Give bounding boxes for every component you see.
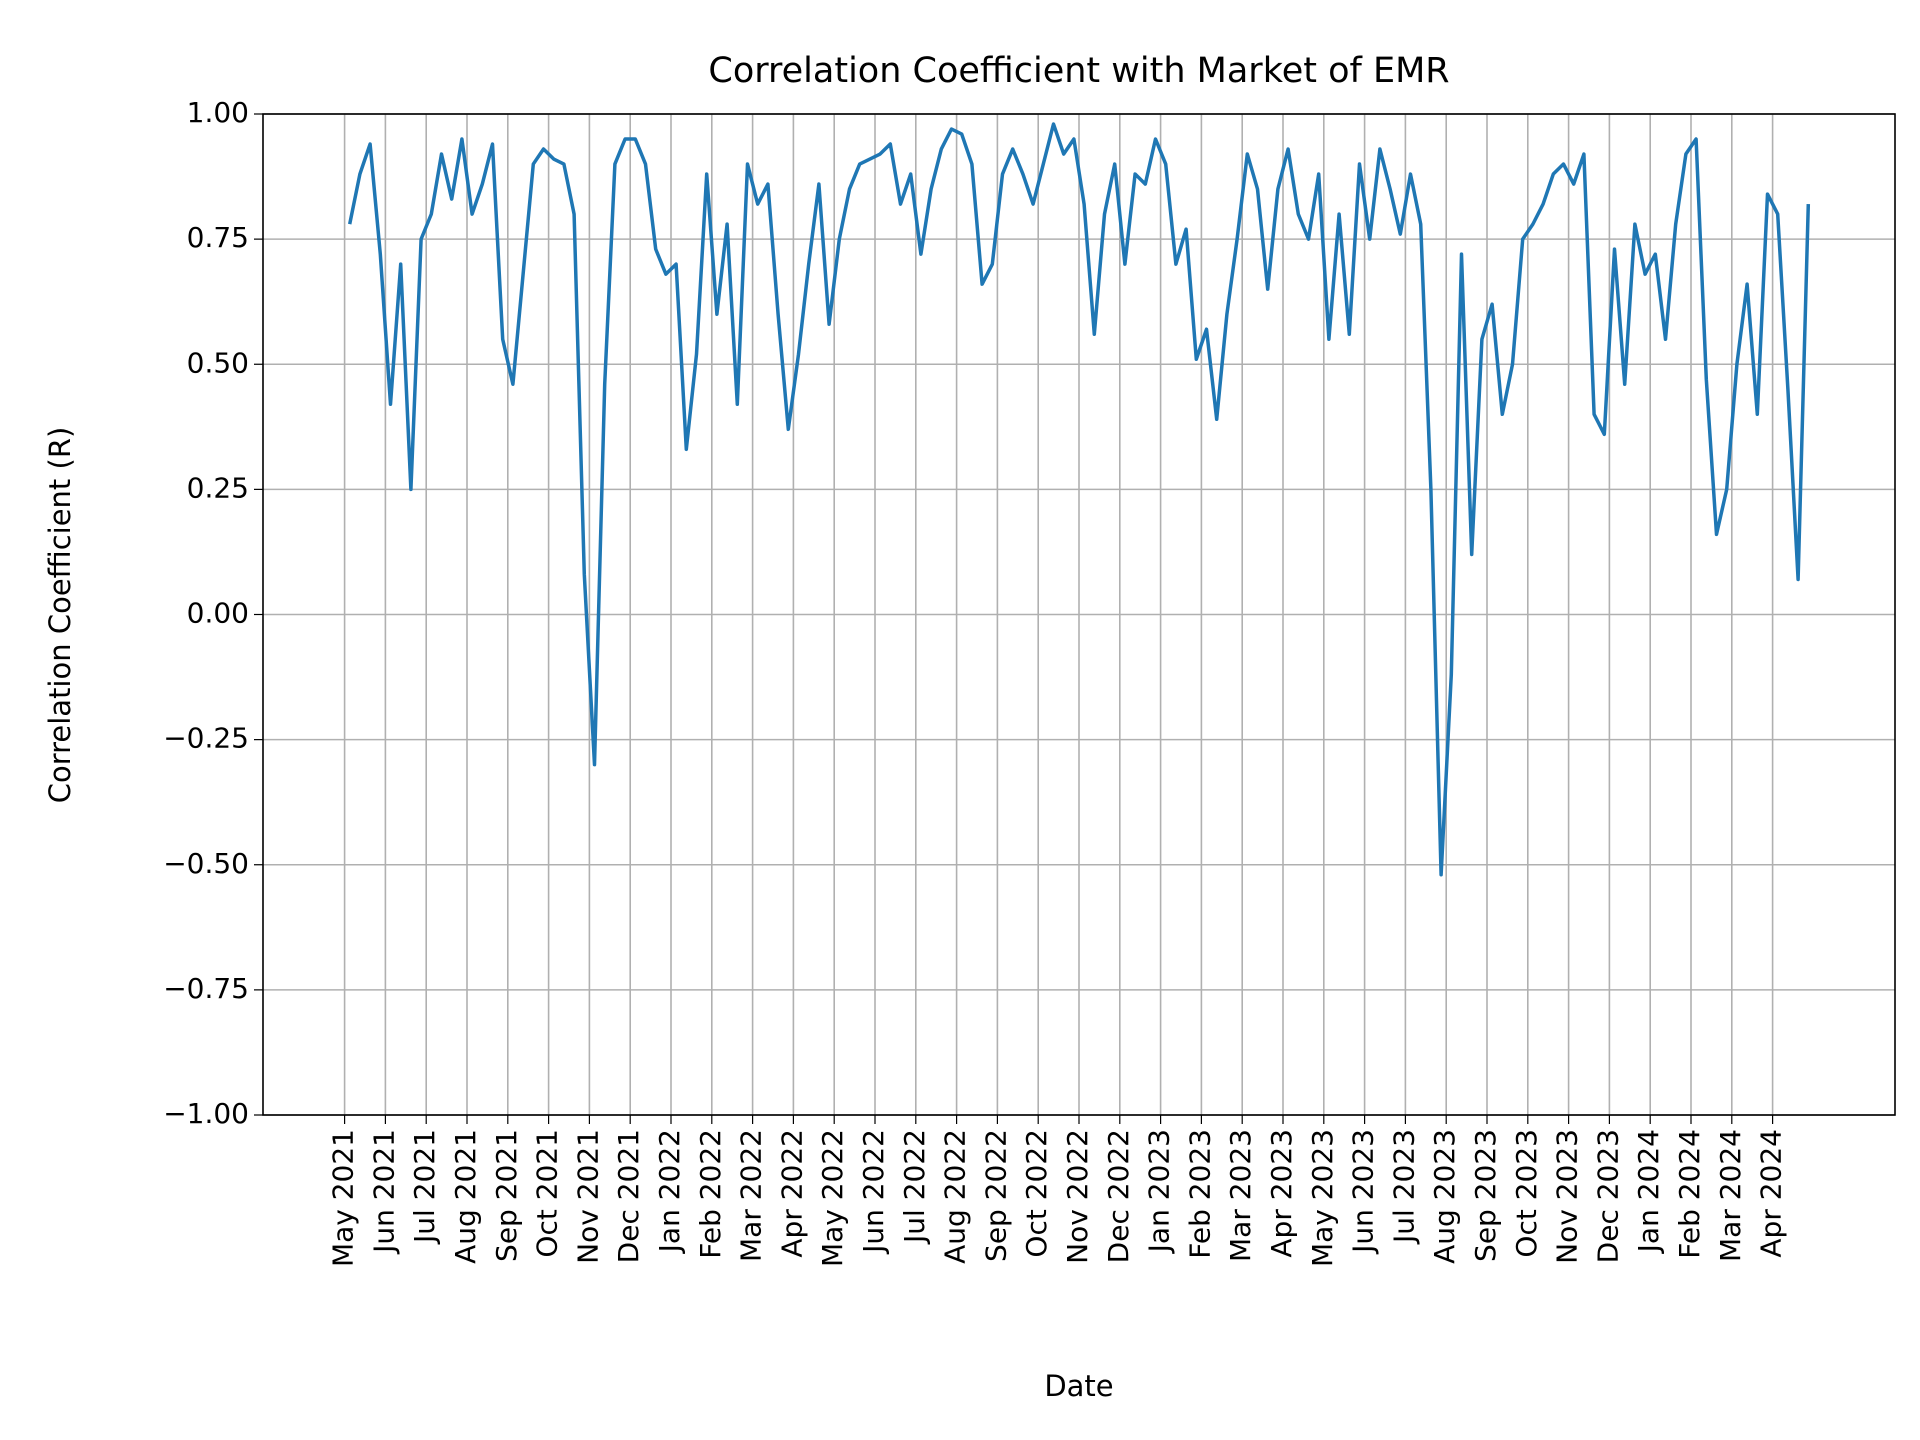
y-tick-label: 0.75 <box>187 221 249 254</box>
x-tick-label: Dec 2021 <box>612 1129 645 1263</box>
y-tick-label: 0.50 <box>187 346 249 379</box>
x-tick-label: Oct 2023 <box>1510 1129 1543 1258</box>
x-tick-label: Sep 2021 <box>490 1129 523 1262</box>
x-tick-label: Jun 2023 <box>1347 1129 1380 1255</box>
x-tick-label: Apr 2023 <box>1265 1129 1298 1258</box>
plot-frame <box>262 113 1896 1116</box>
x-tick-label: Jul 2022 <box>898 1129 931 1245</box>
x-tick-label: Aug 2023 <box>1428 1129 1461 1264</box>
y-tick-label: 1.00 <box>187 96 249 129</box>
x-tick-label: Jan 2022 <box>653 1129 686 1254</box>
x-tick-label: Jul 2023 <box>1387 1129 1420 1245</box>
x-tick-label: Jan 2024 <box>1632 1129 1665 1254</box>
x-tick-label: Feb 2023 <box>1183 1129 1216 1259</box>
x-tick-label: Oct 2022 <box>1020 1129 1053 1258</box>
x-tick-label: Nov 2023 <box>1551 1129 1584 1264</box>
x-tick-label: Dec 2022 <box>1102 1129 1135 1263</box>
x-tick-label: Jan 2023 <box>1143 1129 1176 1254</box>
x-tick-label: Sep 2022 <box>979 1129 1012 1262</box>
chart-title: Correlation Coefficient with Market of E… <box>708 51 1449 91</box>
x-tick-label: May 2022 <box>816 1129 849 1267</box>
x-tick-label: May 2021 <box>327 1129 360 1267</box>
y-tick-label: −0.75 <box>163 972 249 1005</box>
y-tick-label: 0.25 <box>187 471 249 504</box>
x-tick-label: Jun 2022 <box>857 1129 890 1255</box>
x-axis-label: Date <box>1044 1369 1113 1403</box>
x-tick-label: Oct 2021 <box>531 1129 564 1258</box>
x-tick-label: Feb 2022 <box>694 1129 727 1259</box>
x-tick-label: Mar 2022 <box>735 1129 768 1262</box>
x-tick-label: Jun 2021 <box>367 1129 400 1255</box>
x-tick-label: May 2023 <box>1306 1129 1339 1267</box>
x-tick-label: Feb 2024 <box>1673 1129 1706 1259</box>
y-tick-label: −0.25 <box>163 722 249 755</box>
x-tick-label: Apr 2022 <box>775 1129 808 1258</box>
x-tick-label: Mar 2024 <box>1714 1129 1747 1262</box>
x-tick-label: Jul 2021 <box>408 1129 441 1245</box>
y-axis-label: Correlation Coefficient (R) <box>43 427 77 804</box>
data-line <box>347 122 1811 877</box>
x-tick-label: Aug 2021 <box>449 1129 482 1264</box>
x-tick-label: Apr 2024 <box>1755 1129 1788 1258</box>
x-tick-label: Mar 2023 <box>1224 1129 1257 1262</box>
x-tick-label: Nov 2022 <box>1061 1129 1094 1264</box>
x-tick-label: Nov 2021 <box>571 1129 604 1264</box>
y-tick-label: 0.00 <box>187 597 249 630</box>
y-tick-label: −1.00 <box>163 1097 249 1130</box>
x-tick-label: Sep 2023 <box>1469 1129 1502 1262</box>
y-tick-label: −0.50 <box>163 847 249 880</box>
x-tick-label: Aug 2022 <box>939 1129 972 1264</box>
x-tick-label: Dec 2023 <box>1591 1129 1624 1263</box>
